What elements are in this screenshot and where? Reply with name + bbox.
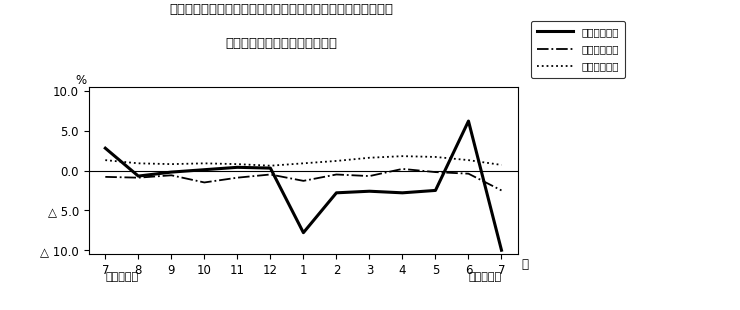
Text: 第４図　賃金、労働時間、常用雇用指数　対前年同月比の推移: 第４図 賃金、労働時間、常用雇用指数 対前年同月比の推移 — [169, 3, 393, 16]
Text: （規模５人以上　調査産業計）: （規模５人以上 調査産業計） — [225, 37, 337, 50]
Text: 平成２３年: 平成２３年 — [105, 272, 138, 282]
Text: 平成２４年: 平成２４年 — [468, 272, 502, 282]
Text: %: % — [75, 73, 87, 86]
Text: 月: 月 — [521, 258, 528, 271]
Legend: 現金給与総額, 総実労働時間, 常用雇用指数: 現金給与総額, 総実労働時間, 常用雇用指数 — [531, 21, 625, 78]
